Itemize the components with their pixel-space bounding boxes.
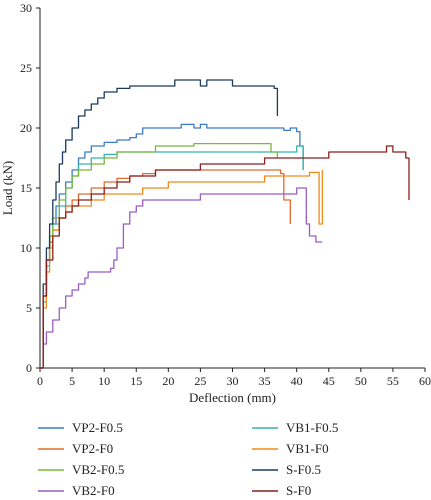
x-tick-label: 15 (130, 374, 142, 388)
legend-label: VB1-F0 (286, 441, 329, 456)
y-tick-label: 15 (20, 181, 32, 195)
x-tick-label: 25 (194, 374, 206, 388)
x-tick-label: 45 (323, 374, 335, 388)
legend-label: VB2-F0 (72, 483, 115, 498)
x-tick-label: 50 (355, 374, 367, 388)
series-lines (40, 79, 410, 369)
legend-label: VB2-F0.5 (72, 462, 124, 477)
axes: 0 5 10 15 20 25 30 35 40 45 50 55 60 0 5 10 15 20 25 30 De… (0, 1, 431, 405)
series-line-s-f0 (40, 145, 410, 369)
legend-label: VP2-F0 (72, 441, 113, 456)
x-tick-label: 10 (98, 374, 110, 388)
legend: VP2-F0.5 VB1-F0.5 VP2-F0 VB1-F0 VB2-F0.5 S-F0… (38, 420, 338, 498)
legend-label: S-F0.5 (286, 462, 321, 477)
x-tick-label: 35 (259, 374, 271, 388)
y-axis-label: Load (kN) (0, 161, 15, 216)
legend-label: VP2-F0.5 (72, 420, 123, 435)
x-axis-ticks: 0 5 10 15 20 25 30 35 40 45 50 55 60 (37, 368, 431, 388)
y-tick-label: 10 (20, 241, 32, 255)
y-tick-label: 0 (26, 361, 32, 375)
legend-label: S-F0 (286, 483, 311, 498)
series-line-vb1-f0-5 (40, 145, 304, 369)
x-tick-label: 0 (37, 374, 43, 388)
y-tick-label: 20 (20, 121, 32, 135)
y-tick-label: 25 (20, 61, 32, 75)
series-line-vp2-f0-5 (40, 123, 304, 369)
legend-label: VB1-F0.5 (286, 420, 338, 435)
x-tick-label: 55 (387, 374, 399, 388)
y-axis-ticks: 0 5 10 15 20 25 30 (20, 1, 40, 375)
series-line-vb2-f0-5 (40, 142, 279, 369)
x-tick-label: 20 (162, 374, 174, 388)
x-tick-label: 30 (227, 374, 239, 388)
x-axis-label: Deflection (mm) (189, 390, 276, 405)
y-tick-label: 5 (26, 301, 32, 315)
series-line-s-f0-5 (40, 79, 279, 369)
x-tick-label: 40 (291, 374, 303, 388)
x-tick-label: 60 (419, 374, 431, 388)
series-line-vb2-f0 (40, 187, 323, 369)
x-tick-label: 5 (69, 374, 75, 388)
y-tick-label: 30 (20, 1, 32, 15)
